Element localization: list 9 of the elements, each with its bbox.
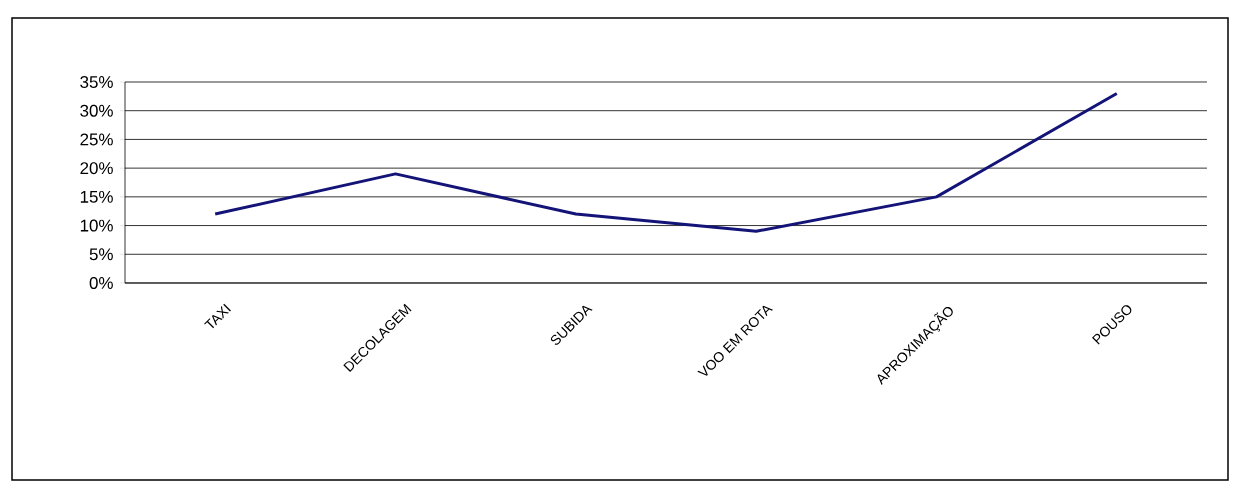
y-tick-label: 0% [89, 276, 113, 289]
line-series [213, 91, 1119, 233]
y-tick-label: 10% [80, 219, 113, 232]
y-tick-label: 5% [89, 248, 113, 261]
y-tick-label: 35% [80, 75, 113, 88]
y-tick-label: 20% [80, 162, 113, 175]
y-tick-label: 25% [80, 133, 113, 146]
y-tick-label: 30% [80, 104, 113, 117]
y-tick-label: 15% [80, 190, 113, 203]
